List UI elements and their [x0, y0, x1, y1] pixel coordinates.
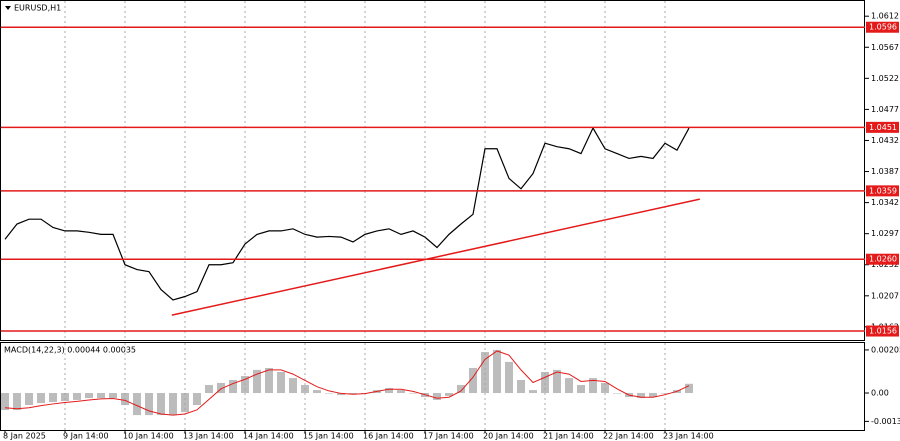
x-tick-label: 17 Jan 14:00 [423, 432, 474, 441]
macd-bar [349, 393, 357, 395]
macd-bar [265, 368, 273, 394]
macd-bar [181, 393, 189, 413]
y-tick-label: 0.00205 [871, 345, 900, 354]
y-tick-label: 1.0207 [871, 291, 899, 300]
macd-bar [301, 385, 309, 394]
macd-bar [577, 385, 585, 394]
macd-bar [445, 393, 453, 396]
macd-bar [277, 372, 285, 394]
level-label: 1.0451 [869, 123, 897, 132]
macd-bar [193, 393, 201, 405]
y-tick-label: 0.00 [871, 389, 889, 398]
macd-bar [565, 378, 573, 394]
y-tick-label: 1.0297 [871, 229, 899, 238]
level-label-box [866, 325, 899, 337]
macd-bar [1, 393, 9, 411]
level-label: 1.0260 [869, 255, 897, 264]
title-arrow [5, 6, 11, 10]
y-tick-label: 1.0477 [871, 105, 899, 114]
macd-panel-frame [0, 342, 865, 431]
level-label-box [866, 185, 899, 197]
level-label: 1.0156 [869, 327, 897, 336]
signal-line [4, 350, 690, 416]
macd-bar [493, 349, 501, 394]
macd-bar [13, 393, 21, 411]
macd-bar [241, 375, 249, 394]
y-tick-label: 1.0252 [871, 260, 899, 269]
x-tick-label: 21 Jan 14:00 [543, 432, 594, 441]
macd-bar [469, 368, 477, 394]
macd-bar [25, 393, 33, 405]
macd-bar [97, 393, 105, 399]
macd-bar [637, 393, 645, 399]
macd-bar [289, 378, 297, 394]
macd-bar [553, 369, 561, 394]
level-label: 1.0359 [869, 186, 897, 195]
macd-bar [601, 382, 609, 394]
x-tick-label: 22 Jan 14:00 [603, 432, 654, 441]
macd-bar [49, 393, 57, 403]
level-label-box [866, 253, 899, 265]
macd-bar [685, 383, 693, 394]
macd-bar [505, 361, 513, 394]
macd-bar [253, 369, 261, 394]
macd-bar [541, 372, 549, 394]
macd-bar [109, 393, 117, 399]
level-label-box [866, 121, 899, 133]
y-tick-label: 1.0387 [871, 167, 899, 176]
macd-bar [337, 393, 345, 396]
macd-bar [133, 393, 141, 416]
macd-bar [205, 385, 213, 394]
macd-bar [457, 385, 465, 394]
macd-bar [385, 387, 393, 394]
trend-line [171, 198, 700, 316]
macd-bar [409, 393, 417, 394]
macd-bar [589, 378, 597, 394]
macd-bar [61, 393, 69, 401]
macd-bar [529, 390, 537, 394]
macd-bar [649, 393, 657, 398]
y-tick-label: 1.0522 [871, 74, 899, 83]
x-tick-label: 9 Jan 14:00 [63, 432, 109, 441]
x-tick-label: 15 Jan 14:00 [303, 432, 354, 441]
chart-title: EURUSD,H1 [14, 4, 61, 13]
y-tick-label: -0.00135 [871, 417, 900, 426]
y-tick-label: 1.0612 [871, 12, 899, 21]
macd-bar [481, 352, 489, 394]
macd-bar [73, 393, 81, 400]
macd-bar [613, 393, 621, 394]
macd-bar [121, 393, 129, 405]
x-tick-label: 13 Jan 14:00 [183, 432, 234, 441]
macd-title: MACD(14,22,3) 0.00044 0.00035 [4, 346, 136, 355]
macd-bar [37, 393, 45, 404]
x-tick-label: 23 Jan 14:00 [663, 432, 714, 441]
macd-bar [661, 393, 669, 394]
price-line [4, 126, 690, 301]
macd-bar [145, 393, 153, 416]
x-tick-label: 10 Jan 14:00 [123, 432, 174, 441]
x-tick-label: 14 Jan 14:00 [243, 432, 294, 441]
macd-bar [397, 390, 405, 394]
macd-bar [517, 379, 525, 394]
price-panel-frame [0, 0, 865, 341]
macd-bar [85, 393, 93, 399]
level-label: 1.0596 [869, 23, 897, 32]
macd-bar [169, 393, 177, 416]
x-tick-label: 20 Jan 14:00 [483, 432, 534, 441]
y-tick-label: 1.0432 [871, 136, 899, 145]
y-tick-label: 1.0342 [871, 198, 899, 207]
x-tick-label: 16 Jan 14:00 [363, 432, 414, 441]
level-label-box [866, 21, 899, 33]
macd-bar [313, 390, 321, 394]
macd-bar [229, 379, 237, 394]
macd-bar [157, 393, 165, 416]
y-tick-label: 1.0567 [871, 43, 899, 52]
macd-bar [433, 393, 441, 400]
macd-bar [217, 382, 225, 394]
x-tick-label: 8 Jan 2025 [3, 432, 46, 441]
macd-bar [325, 393, 333, 394]
